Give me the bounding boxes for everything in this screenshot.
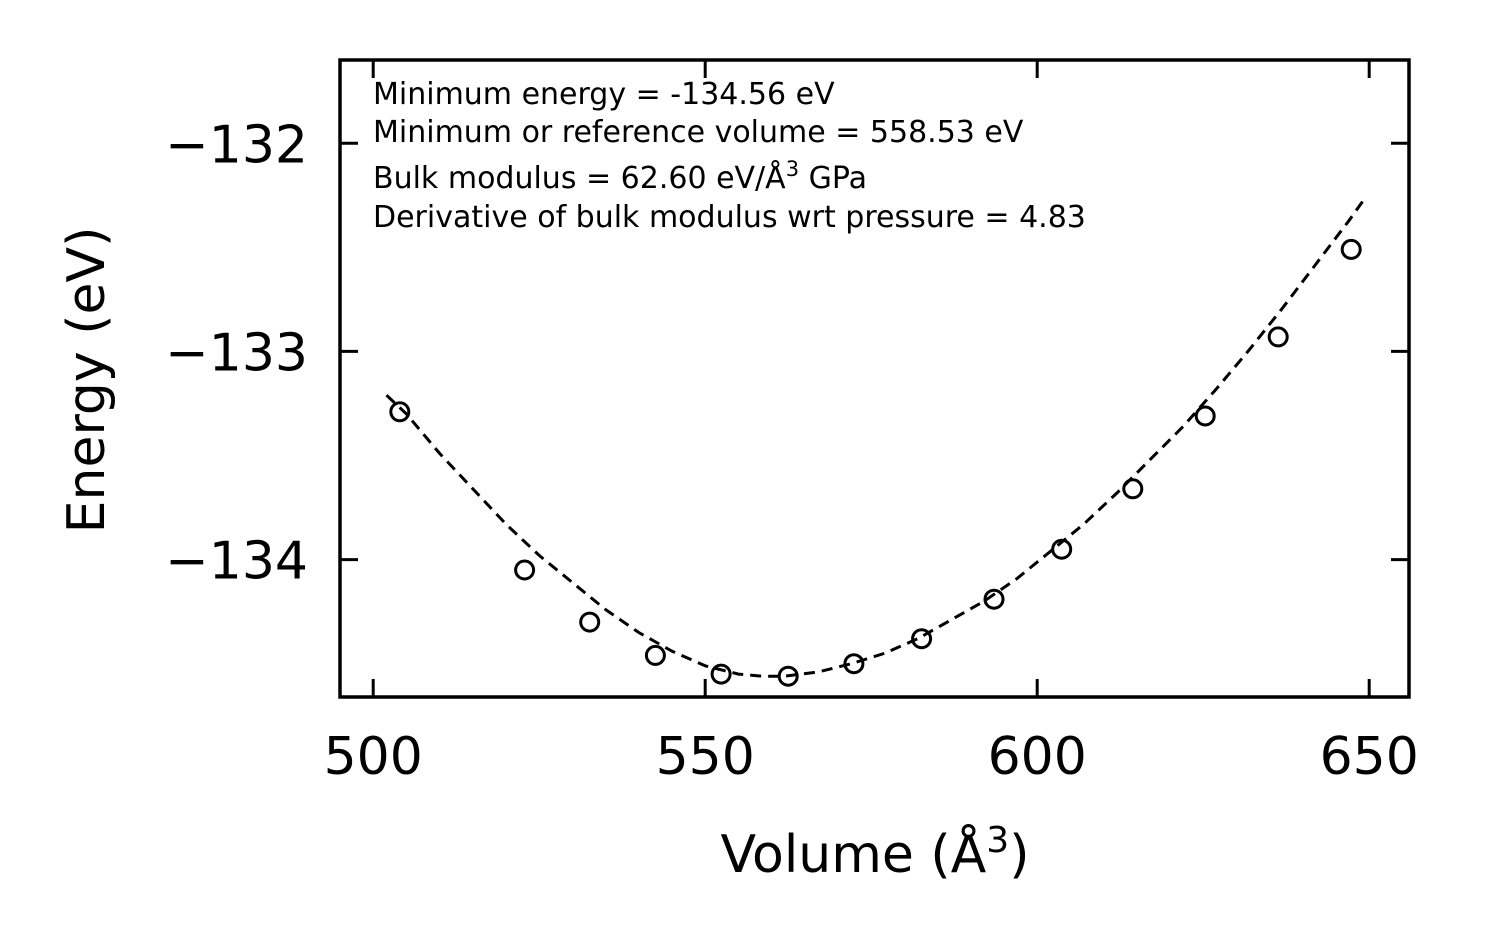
- data-point: [1194, 405, 1216, 427]
- annotation-bulk-derivative: Derivative of bulk modulus wrt pressure …: [373, 200, 1086, 235]
- data-point: [644, 644, 666, 666]
- data-point: [389, 401, 411, 423]
- fit-curve: [385, 200, 1364, 678]
- x-tick-label: 650: [1320, 727, 1419, 787]
- y-tick-label: −133: [165, 323, 308, 383]
- data-point: [1122, 478, 1144, 500]
- data-point: [983, 588, 1005, 610]
- data-point: [579, 611, 601, 633]
- x-tick-label: 550: [656, 727, 755, 787]
- data-points-layer: [389, 238, 1362, 687]
- tick-labels-layer: 500 550 600 650 −132 −133 −134: [165, 115, 1419, 787]
- data-point: [514, 559, 536, 581]
- data-point: [911, 628, 933, 650]
- y-tick-label: −132: [165, 115, 308, 175]
- annotation-min-volume: Minimum or reference volume = 558.53 eV: [373, 115, 1024, 150]
- annotation-bulk-modulus: Bulk modulus = 62.60 eV/Å3 GPa: [373, 157, 867, 196]
- data-point: [710, 663, 732, 685]
- y-axis-label: Energy (eV): [57, 227, 117, 534]
- annotation-min-energy: Minimum energy = -134.56 eV: [373, 77, 835, 112]
- y-tick-label: −134: [165, 532, 308, 592]
- data-point: [1267, 326, 1289, 348]
- x-tick-label: 600: [988, 727, 1087, 787]
- annotation-block: Minimum energy = -134.56 eV Minimum or r…: [373, 77, 1086, 235]
- x-axis-label: Volume (Å3): [721, 820, 1030, 885]
- plot-frame: [338, 58, 1411, 699]
- data-point: [843, 653, 865, 675]
- ticks-layer: [340, 60, 1409, 697]
- data-point: [1340, 238, 1362, 260]
- x-tick-label: 500: [324, 727, 423, 787]
- data-point: [777, 665, 799, 687]
- fit-curve-layer: [385, 200, 1364, 678]
- data-point: [1051, 538, 1073, 560]
